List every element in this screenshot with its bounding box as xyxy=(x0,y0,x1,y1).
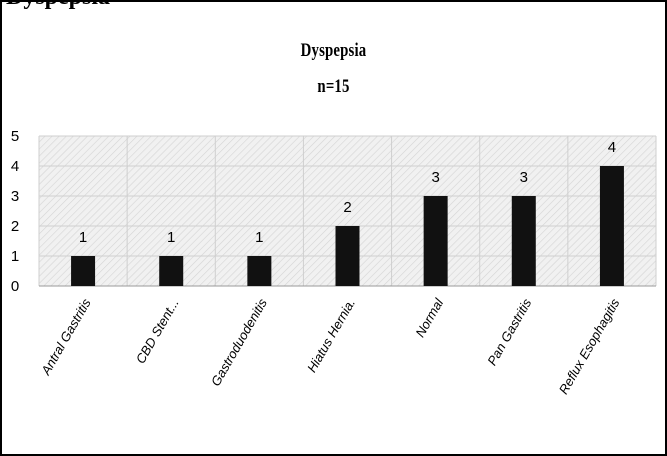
y-tick-label: 0 xyxy=(11,278,19,295)
clipped-heading: Dyspepsia xyxy=(6,2,110,11)
x-category-label: CBD Stent... xyxy=(133,296,182,366)
data-label: 1 xyxy=(255,229,263,246)
y-tick-label: 2 xyxy=(11,218,19,235)
bar xyxy=(247,256,272,286)
x-category-label: Reflux Esophagitis xyxy=(556,296,623,397)
bar xyxy=(71,256,96,286)
chart-title: Dyspepsia xyxy=(300,40,367,61)
data-label: 2 xyxy=(343,199,351,216)
x-category-label: Gastroduodenitis xyxy=(208,296,270,389)
y-tick-label: 5 xyxy=(11,128,19,145)
data-label: 1 xyxy=(79,229,87,246)
x-category-label: Normal xyxy=(412,295,446,340)
data-label: 3 xyxy=(431,169,439,186)
x-category-label: Pan Gastritis xyxy=(484,296,534,368)
data-label: 3 xyxy=(520,169,528,186)
data-label: 1 xyxy=(167,229,175,246)
data-label: 4 xyxy=(608,139,616,156)
y-tick-label: 1 xyxy=(11,248,19,265)
x-category-label: Hiatus Hernia. xyxy=(304,296,358,375)
bar xyxy=(423,196,448,286)
bar xyxy=(159,256,184,286)
bar xyxy=(511,196,536,286)
bar xyxy=(335,226,360,286)
y-tick-label: 3 xyxy=(11,188,19,205)
chart-subtitle: n=15 xyxy=(317,76,350,97)
bar xyxy=(599,166,624,286)
x-category-label: Antral Gastritis xyxy=(38,296,94,379)
y-tick-label: 4 xyxy=(11,158,19,175)
